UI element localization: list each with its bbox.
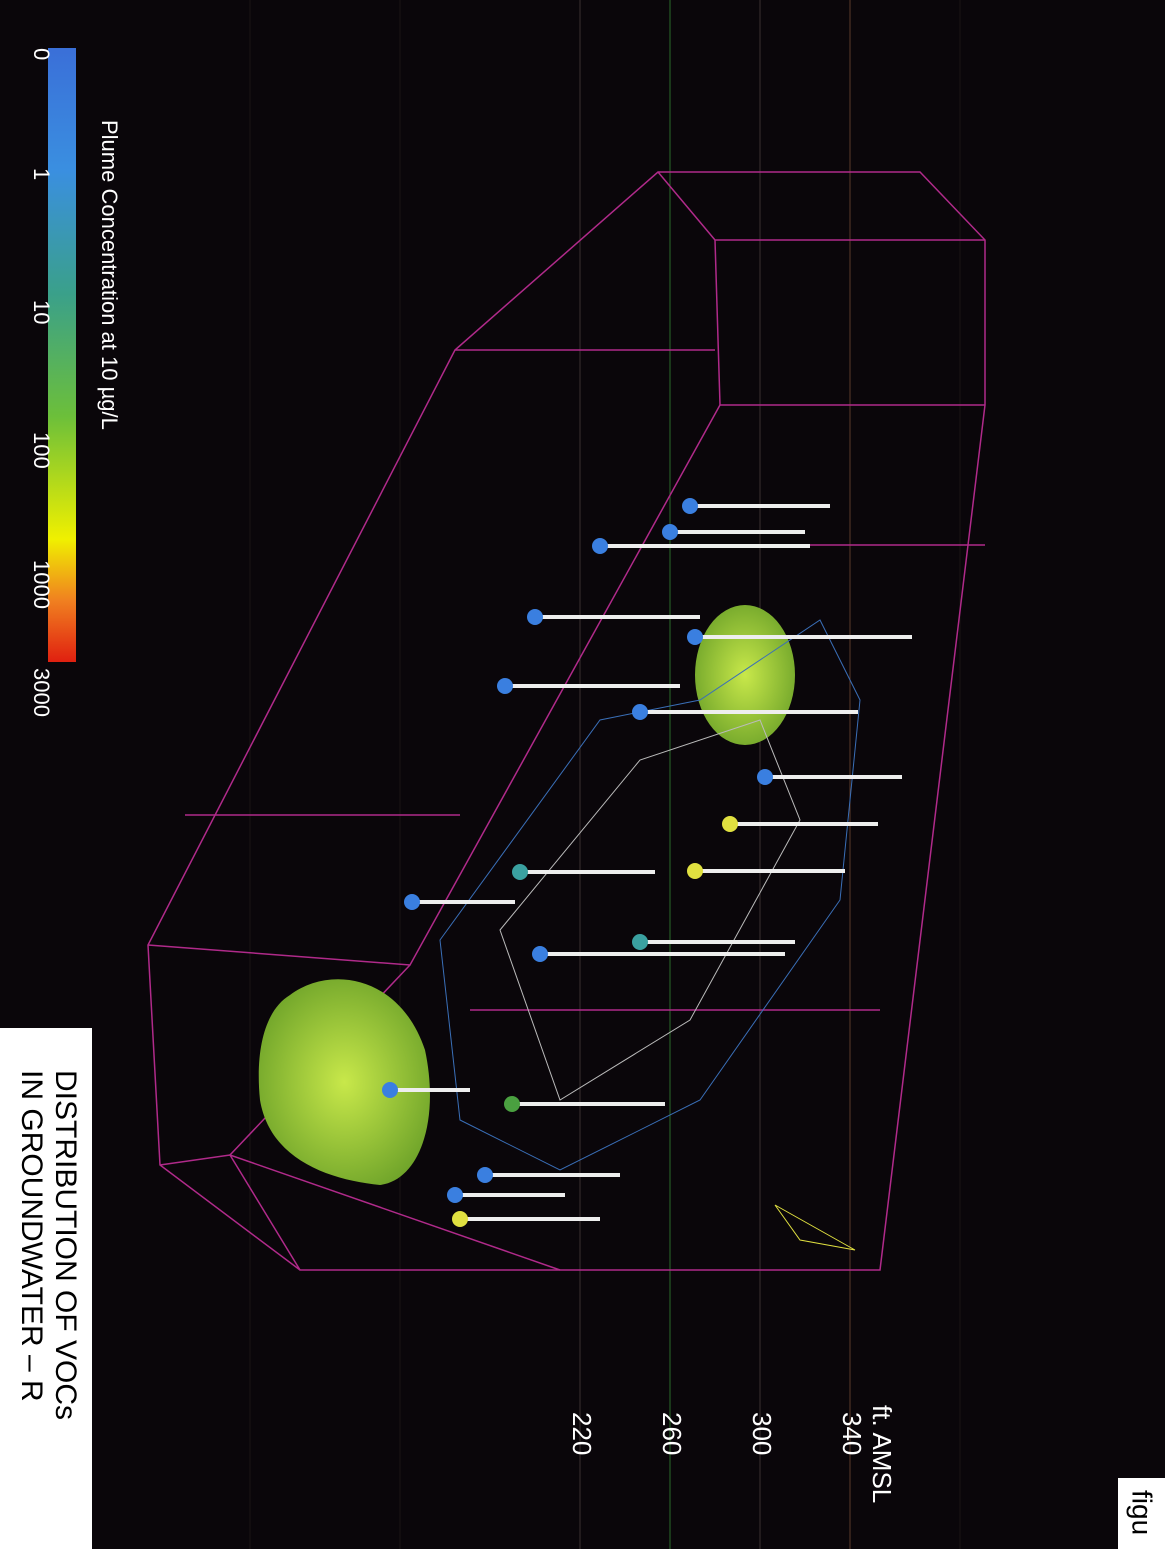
well-sample (757, 769, 773, 785)
caption-box (0, 1028, 92, 1549)
color-bar-tick-label: 1000 (29, 560, 54, 609)
color-bar-tick-label: 100 (29, 432, 54, 469)
well-sample (504, 1096, 520, 1112)
plume-body (695, 605, 795, 745)
caption-line: DISTRIBUTION OF VOCs (49, 1070, 82, 1420)
well-sample (447, 1187, 463, 1203)
color-bar (48, 48, 76, 662)
caption-line: IN GROUNDWATER – R (15, 1070, 48, 1402)
well-sample (632, 934, 648, 950)
well-sample (532, 946, 548, 962)
label-box (1118, 1478, 1165, 1549)
well-sample (404, 894, 420, 910)
well-sample (722, 816, 738, 832)
figure-label: figu (1127, 1490, 1158, 1535)
axis-ticks: 340 300 260 220 (567, 1412, 867, 1455)
plume-body (258, 979, 430, 1185)
wells (382, 498, 912, 1227)
axis-tick-label: 220 (567, 1412, 597, 1455)
well-sample (687, 629, 703, 645)
color-bar-tick-label: 3000 (29, 668, 54, 717)
axis-tick-label: 260 (657, 1412, 687, 1455)
well-sample (592, 538, 608, 554)
well-sample (632, 704, 648, 720)
well-sample (527, 609, 543, 625)
axis-title: ft. AMSL (867, 1405, 897, 1503)
color-bar-tick-label: 0 (29, 48, 54, 60)
well-sample (382, 1082, 398, 1098)
well-sample (512, 864, 528, 880)
well-sample (687, 863, 703, 879)
north-arrow (774, 1204, 856, 1251)
legend-title: Plume Concentration at 10 µg/L (97, 120, 122, 430)
model-box (147, 171, 986, 1271)
well-sample (477, 1167, 493, 1183)
axis-tick-label: 300 (747, 1412, 777, 1455)
well-sample (662, 524, 678, 540)
axis-tick-label: 340 (837, 1412, 867, 1455)
color-bar-tick-label: 10 (29, 300, 54, 324)
color-bar-ticks: 0 1 10 100 1000 3000 (29, 48, 54, 717)
well-sample (682, 498, 698, 514)
well-sample (497, 678, 513, 694)
color-bar-tick-label: 1 (29, 168, 54, 180)
well-sample (452, 1211, 468, 1227)
